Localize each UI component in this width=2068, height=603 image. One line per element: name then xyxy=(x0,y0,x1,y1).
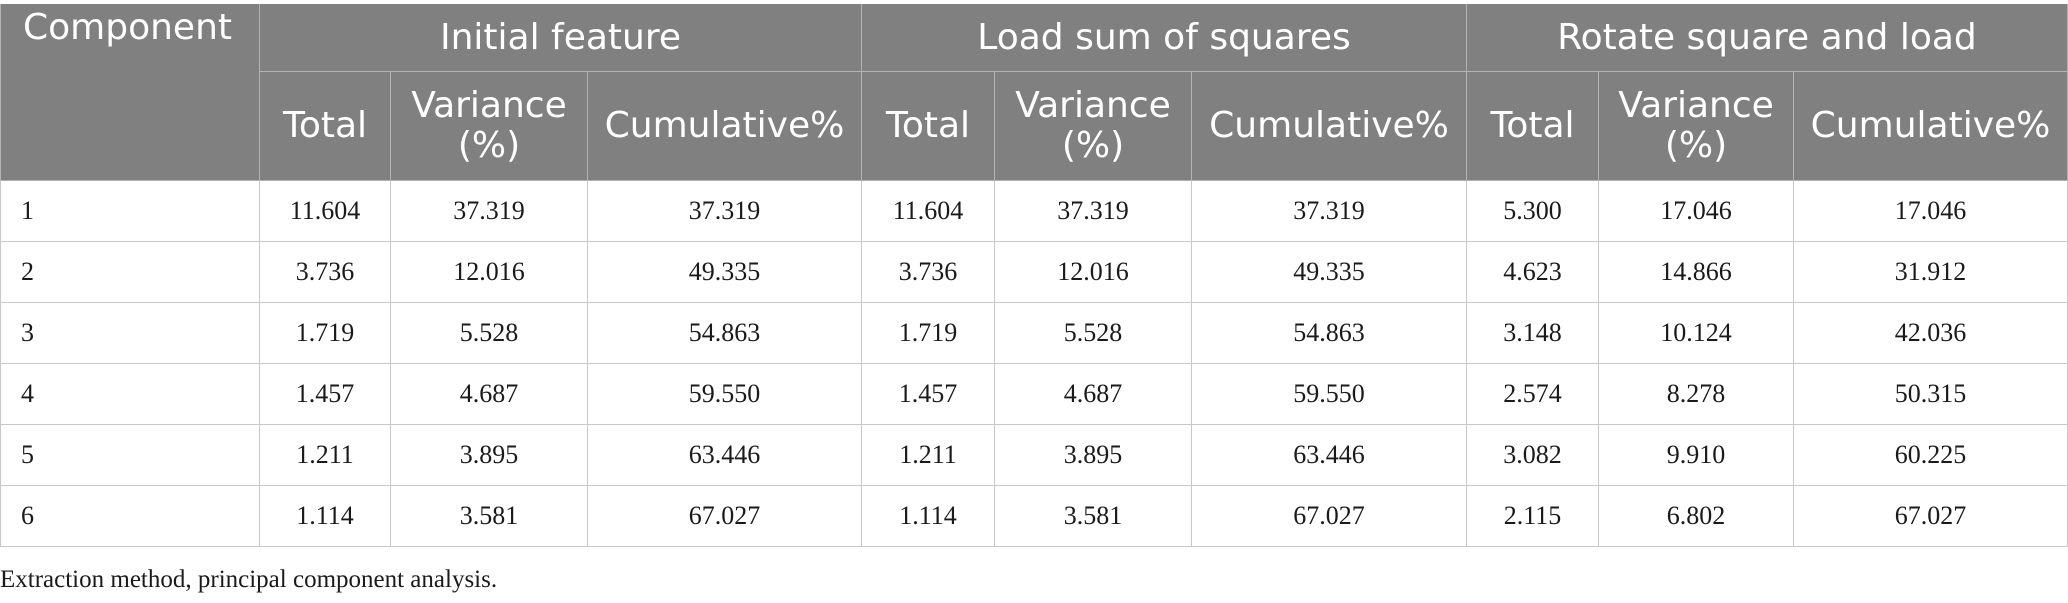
subheader-variance: Variance (%) xyxy=(994,71,1193,181)
table-cell: 3.581 xyxy=(994,485,1193,547)
table-cell: 5.300 xyxy=(1466,180,1600,242)
table-cell: 1.211 xyxy=(861,424,996,486)
subheader-variance-line1: Variance xyxy=(411,85,567,126)
table-cell: 9.910 xyxy=(1598,424,1795,486)
table-cell: 2.574 xyxy=(1466,363,1600,425)
table-cell: 17.046 xyxy=(1598,180,1795,242)
table-cell: 67.027 xyxy=(1793,485,2068,547)
subheader-variance-line2: (%) xyxy=(1664,125,1728,166)
table-cell: 3.736 xyxy=(259,241,391,303)
component-header: Component xyxy=(0,4,260,181)
table-cell: 8.278 xyxy=(1598,363,1795,425)
table-cell: 37.319 xyxy=(1191,180,1468,242)
component-cell: 6 xyxy=(0,485,260,547)
component-cell: 4 xyxy=(0,363,260,425)
table-cell: 1.719 xyxy=(861,302,996,364)
table-container: Component Initial feature Load sum of sq… xyxy=(0,4,2068,547)
table-cell: 1.719 xyxy=(259,302,391,364)
table-cell: 12.016 xyxy=(994,241,1193,303)
table-cell: 49.335 xyxy=(586,241,863,303)
table-cell: 31.912 xyxy=(1793,241,2068,303)
table-cell: 59.550 xyxy=(1191,363,1468,425)
table-cell: 1.457 xyxy=(861,363,996,425)
subheader-variance: Variance (%) xyxy=(1598,71,1795,181)
subheader-cumulative: Cumulative% xyxy=(1793,71,2068,181)
group-header-initial-feature: Initial feature xyxy=(258,4,863,72)
table-cell: 3.082 xyxy=(1466,424,1600,486)
table-body: 1 11.604 37.319 37.319 11.604 37.319 37.… xyxy=(0,180,2068,547)
table-cell: 17.046 xyxy=(1793,180,2068,242)
subheader-variance-line2: (%) xyxy=(1061,125,1125,166)
table-cell: 2.115 xyxy=(1466,485,1600,547)
component-cell: 1 xyxy=(0,180,260,242)
table-cell: 1.457 xyxy=(259,363,391,425)
table-row: 5 1.211 3.895 63.446 1.211 3.895 63.446 … xyxy=(0,424,2068,486)
subheader-total: Total xyxy=(259,71,391,181)
table-cell: 60.225 xyxy=(1793,424,2068,486)
table-row: 2 3.736 12.016 49.335 3.736 12.016 49.33… xyxy=(0,241,2068,303)
group-header-rotate-square-and-load: Rotate square and load xyxy=(1466,4,2068,72)
component-cell: 3 xyxy=(0,302,260,364)
table-cell: 49.335 xyxy=(1191,241,1468,303)
table-cell: 42.036 xyxy=(1793,302,2068,364)
table-cell: 12.016 xyxy=(390,241,588,303)
subheader-variance: Variance (%) xyxy=(390,71,588,181)
table-cell: 50.315 xyxy=(1793,363,2068,425)
table-cell: 37.319 xyxy=(994,180,1193,242)
table-cell: 14.866 xyxy=(1598,241,1795,303)
component-cell: 2 xyxy=(0,241,260,303)
table-cell: 3.895 xyxy=(390,424,588,486)
group-header-load-sum-of-squares: Load sum of squares xyxy=(861,4,1468,72)
table-cell: 63.446 xyxy=(1191,424,1468,486)
table-cell: 54.863 xyxy=(1191,302,1468,364)
table-cell: 67.027 xyxy=(1191,485,1468,547)
table-cell: 1.114 xyxy=(259,485,391,547)
table-cell: 11.604 xyxy=(861,180,996,242)
table-cell: 3.736 xyxy=(861,241,996,303)
table-cell: 5.528 xyxy=(390,302,588,364)
table-cell: 67.027 xyxy=(586,485,863,547)
table-cell: 3.581 xyxy=(390,485,588,547)
table-cell: 3.148 xyxy=(1466,302,1600,364)
subheader-total: Total xyxy=(1466,71,1600,181)
table-row: 4 1.457 4.687 59.550 1.457 4.687 59.550 … xyxy=(0,363,2068,425)
table-cell: 63.446 xyxy=(586,424,863,486)
component-cell: 5 xyxy=(0,424,260,486)
table-cell: 4.687 xyxy=(390,363,588,425)
subheader-variance-line2: (%) xyxy=(457,125,521,166)
table-cell: 6.802 xyxy=(1598,485,1795,547)
table-cell: 1.114 xyxy=(861,485,996,547)
table-cell: 59.550 xyxy=(586,363,863,425)
table-cell: 4.687 xyxy=(994,363,1193,425)
subheader-total: Total xyxy=(861,71,996,181)
table-cell: 10.124 xyxy=(1598,302,1795,364)
subheader-cumulative: Cumulative% xyxy=(1191,71,1468,181)
table-cell: 1.211 xyxy=(259,424,391,486)
subheader-variance-line1: Variance xyxy=(1618,85,1774,126)
table-row: 3 1.719 5.528 54.863 1.719 5.528 54.863 … xyxy=(0,302,2068,364)
pca-variance-table: Component Initial feature Load sum of sq… xyxy=(0,4,2068,547)
table-cell: 5.528 xyxy=(994,302,1193,364)
table-cell: 4.623 xyxy=(1466,241,1600,303)
table-cell: 37.319 xyxy=(586,180,863,242)
table-cell: 54.863 xyxy=(586,302,863,364)
subheader-variance-line1: Variance xyxy=(1015,85,1171,126)
table-cell: 11.604 xyxy=(259,180,391,242)
table-cell: 37.319 xyxy=(390,180,588,242)
table-row: 6 1.114 3.581 67.027 1.114 3.581 67.027 … xyxy=(0,485,2068,547)
subheader-cumulative: Cumulative% xyxy=(586,71,863,181)
table-row: 1 11.604 37.319 37.319 11.604 37.319 37.… xyxy=(0,180,2068,242)
table-cell: 3.895 xyxy=(994,424,1193,486)
table-footnote: Extraction method, principal component a… xyxy=(0,566,498,593)
